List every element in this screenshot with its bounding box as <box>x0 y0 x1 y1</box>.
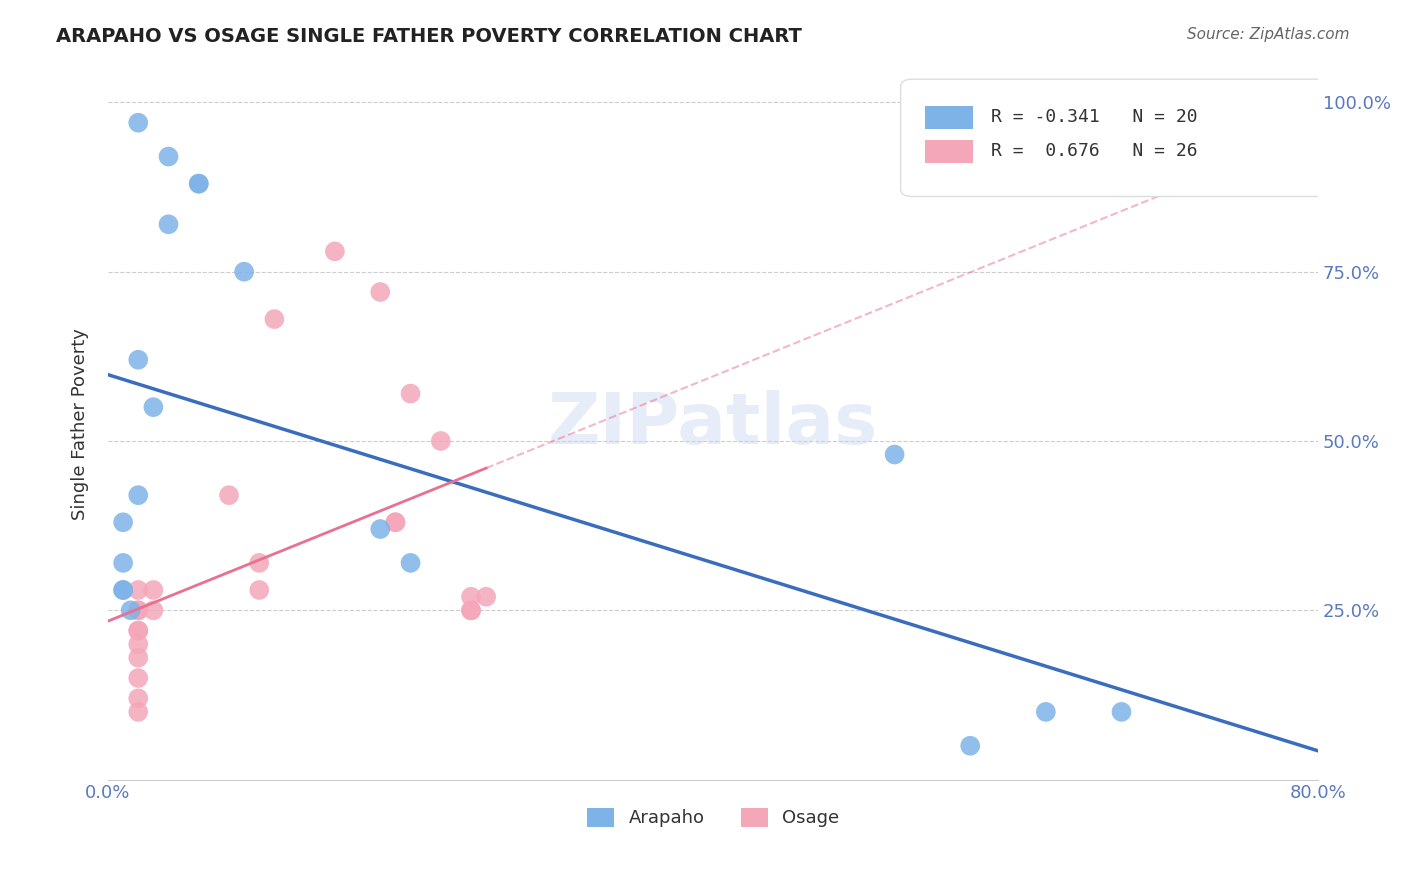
Point <box>1111 705 1133 719</box>
Text: Source: ZipAtlas.com: Source: ZipAtlas.com <box>1187 27 1350 42</box>
Point <box>959 739 981 753</box>
Point <box>127 624 149 638</box>
Point <box>127 650 149 665</box>
Point <box>127 691 149 706</box>
FancyBboxPatch shape <box>901 79 1336 196</box>
Point <box>112 556 135 570</box>
Point <box>127 671 149 685</box>
Point <box>1035 705 1057 719</box>
Point <box>127 352 149 367</box>
Y-axis label: Single Father Poverty: Single Father Poverty <box>72 328 89 520</box>
Point <box>323 244 346 259</box>
Point <box>384 515 406 529</box>
Bar <box>925 106 973 129</box>
Point <box>127 624 149 638</box>
Point <box>157 217 180 231</box>
Point <box>112 582 135 597</box>
Point <box>127 705 149 719</box>
Point <box>247 582 270 597</box>
Point <box>187 177 209 191</box>
Point <box>157 150 180 164</box>
Point <box>120 603 142 617</box>
Point <box>399 386 422 401</box>
Point <box>127 603 149 617</box>
Text: R =  0.676   N = 26: R = 0.676 N = 26 <box>991 142 1198 160</box>
Point <box>218 488 240 502</box>
Text: ZIPatlas: ZIPatlas <box>548 390 879 458</box>
Point <box>127 582 149 597</box>
Point <box>399 556 422 570</box>
Point <box>127 637 149 651</box>
Point <box>429 434 451 448</box>
Point <box>233 265 256 279</box>
Point <box>127 116 149 130</box>
Point <box>368 522 391 536</box>
Text: ARAPAHO VS OSAGE SINGLE FATHER POVERTY CORRELATION CHART: ARAPAHO VS OSAGE SINGLE FATHER POVERTY C… <box>56 27 801 45</box>
Point <box>112 515 135 529</box>
Point <box>460 603 482 617</box>
Point <box>883 448 905 462</box>
Point <box>384 515 406 529</box>
Point <box>112 582 135 597</box>
Point <box>127 488 149 502</box>
Point <box>187 177 209 191</box>
Point <box>247 556 270 570</box>
Point <box>127 603 149 617</box>
Point <box>475 590 498 604</box>
Point <box>460 590 482 604</box>
Legend: Arapaho, Osage: Arapaho, Osage <box>579 801 846 835</box>
Point <box>142 400 165 414</box>
Point <box>142 582 165 597</box>
Text: R = -0.341   N = 20: R = -0.341 N = 20 <box>991 108 1198 126</box>
Point <box>460 603 482 617</box>
Bar <box>925 140 973 163</box>
Point <box>263 312 285 326</box>
Point <box>142 603 165 617</box>
Point <box>368 285 391 299</box>
